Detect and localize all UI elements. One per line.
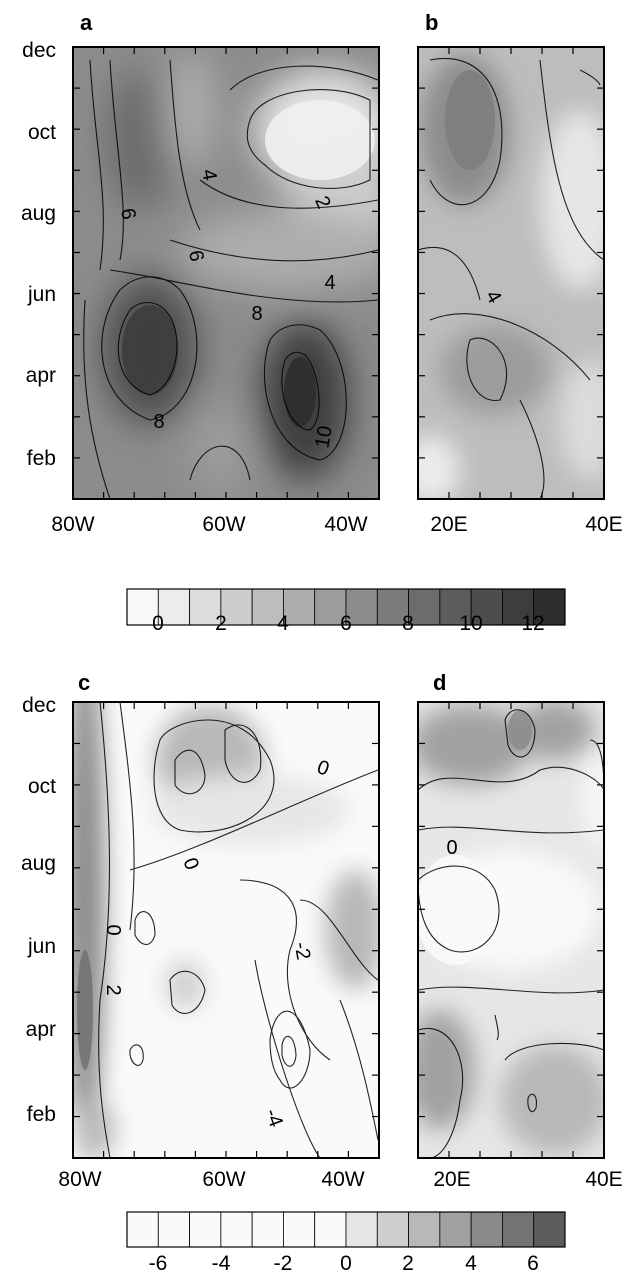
colorbar-label: 4 (277, 612, 289, 635)
contour-label: 6 (184, 249, 208, 264)
y-tick-label: jun (27, 283, 56, 306)
colorbar-cell (345, 1211, 378, 1248)
panel-d-field: 0 (418, 702, 604, 1158)
y-tick-label: aug (21, 852, 56, 875)
panel-c-field: 0 0 0 -2 2 -4 (73, 702, 379, 1158)
x-tick-label: 40E (585, 1168, 622, 1191)
colorbar-cell (189, 588, 222, 626)
colorbar-cell (283, 1211, 316, 1248)
colorbar-cell (533, 588, 566, 626)
colorbar-label: 6 (527, 1252, 539, 1275)
panel-b-field: 4 (418, 47, 604, 499)
panel-a-field: 4 2 6 6 4 8 8 10 (73, 47, 379, 499)
contour-label: 10 (311, 424, 337, 450)
panel-a-letter: a (80, 10, 93, 35)
contour-label: 0 (102, 924, 124, 935)
colorbar-cell (126, 1211, 159, 1248)
colorbar-cell (314, 1211, 347, 1248)
panel-a-x-tick-labels: 80W 60W 40W (51, 513, 367, 536)
contour-label: 6 (116, 207, 140, 222)
panel-b-letter: b (425, 10, 438, 35)
panel-c: c (21, 670, 380, 1191)
panel-b-x-tick-labels: 20E 40E (430, 513, 622, 536)
colorbar-label: 10 (459, 612, 482, 635)
colorbar-top-labels: 0 2 4 6 8 10 12 (152, 612, 545, 635)
colorbar-cell (502, 1211, 535, 1248)
colorbar-label: 0 (340, 1252, 352, 1275)
contour-label: 4 (324, 272, 335, 294)
colorbar-cell (470, 1211, 503, 1248)
colorbar-label: 4 (465, 1252, 477, 1275)
colorbar-cell (220, 1211, 253, 1248)
panel-a: a (21, 10, 380, 536)
x-tick-label: 20E (433, 1168, 470, 1191)
x-tick-label: 40E (585, 513, 622, 536)
panel-c-contour-labels: 0 0 0 -2 2 -4 (102, 756, 332, 1130)
panel-a-y-tick-labels: dec oct aug jun apr feb (21, 39, 56, 470)
panel-d: d (417, 670, 623, 1191)
y-tick-label: jun (27, 935, 56, 958)
x-tick-label: 40W (324, 513, 367, 536)
x-tick-label: 80W (51, 513, 94, 536)
x-tick-label: 60W (202, 513, 245, 536)
y-tick-label: aug (21, 202, 56, 225)
colorbar-cell (408, 1211, 441, 1248)
y-tick-label: dec (22, 694, 56, 717)
y-tick-label: feb (27, 447, 56, 470)
contour-label: 0 (446, 837, 457, 859)
colorbar-label: 6 (340, 612, 352, 635)
colorbar-bottom-labels: -6 -4 -2 0 2 4 6 (149, 1252, 539, 1275)
colorbar-cell (408, 588, 441, 626)
colorbar-label: -4 (212, 1252, 231, 1275)
y-tick-label: feb (27, 1103, 56, 1126)
y-tick-label: oct (28, 775, 56, 798)
panel-b: b 4 20E (417, 10, 623, 536)
colorbar-cell (157, 1211, 190, 1248)
x-tick-label: 40W (321, 1168, 364, 1191)
y-tick-label: dec (22, 39, 56, 62)
colorbar-cell (376, 1211, 409, 1248)
x-tick-label: 20E (430, 513, 467, 536)
colorbar-cell (126, 588, 159, 626)
colorbar-cell (220, 588, 253, 626)
colorbar-bottom-frame (126, 1211, 566, 1248)
colorbar-cell (251, 588, 284, 626)
colorbar-label: 8 (402, 612, 414, 635)
panel-d-x-tick-labels: 20E 40E (433, 1168, 622, 1191)
colorbar-top: 0 2 4 6 8 10 12 (126, 588, 566, 635)
x-tick-label: 80W (58, 1168, 101, 1191)
colorbar-label: -6 (149, 1252, 168, 1275)
colorbar-cell (439, 1211, 472, 1248)
panel-c-letter: c (78, 670, 90, 695)
colorbar-label: 2 (402, 1252, 414, 1275)
panel-c-y-tick-labels: dec oct aug jun apr feb (21, 694, 56, 1126)
contour-label: 8 (251, 303, 262, 325)
colorbar-label: -2 (274, 1252, 293, 1275)
panel-c-x-tick-labels: 80W 60W 40W (58, 1168, 364, 1191)
colorbar-cell (533, 1211, 566, 1248)
colorbar-top-frame (126, 588, 566, 626)
colorbar-cell (376, 588, 409, 626)
colorbar-cell (157, 588, 190, 626)
colorbar-cell (189, 1211, 222, 1248)
panel-d-letter: d (433, 670, 446, 695)
colorbar-label: 2 (215, 612, 227, 635)
y-tick-label: oct (28, 121, 56, 144)
contour-label: 4 (197, 168, 221, 183)
contour-label: 8 (153, 411, 164, 433)
contour-label: -2 (290, 940, 315, 961)
colorbar-bottom: -6 -4 -2 0 2 4 6 (126, 1211, 566, 1275)
colorbar-label: 0 (152, 612, 164, 635)
contour-label: 2 (102, 984, 124, 995)
x-tick-label: 60W (202, 1168, 245, 1191)
colorbar-label: 12 (521, 612, 544, 635)
colorbar-cell (251, 1211, 284, 1248)
y-tick-label: apr (26, 1018, 56, 1041)
y-tick-label: apr (26, 364, 56, 387)
